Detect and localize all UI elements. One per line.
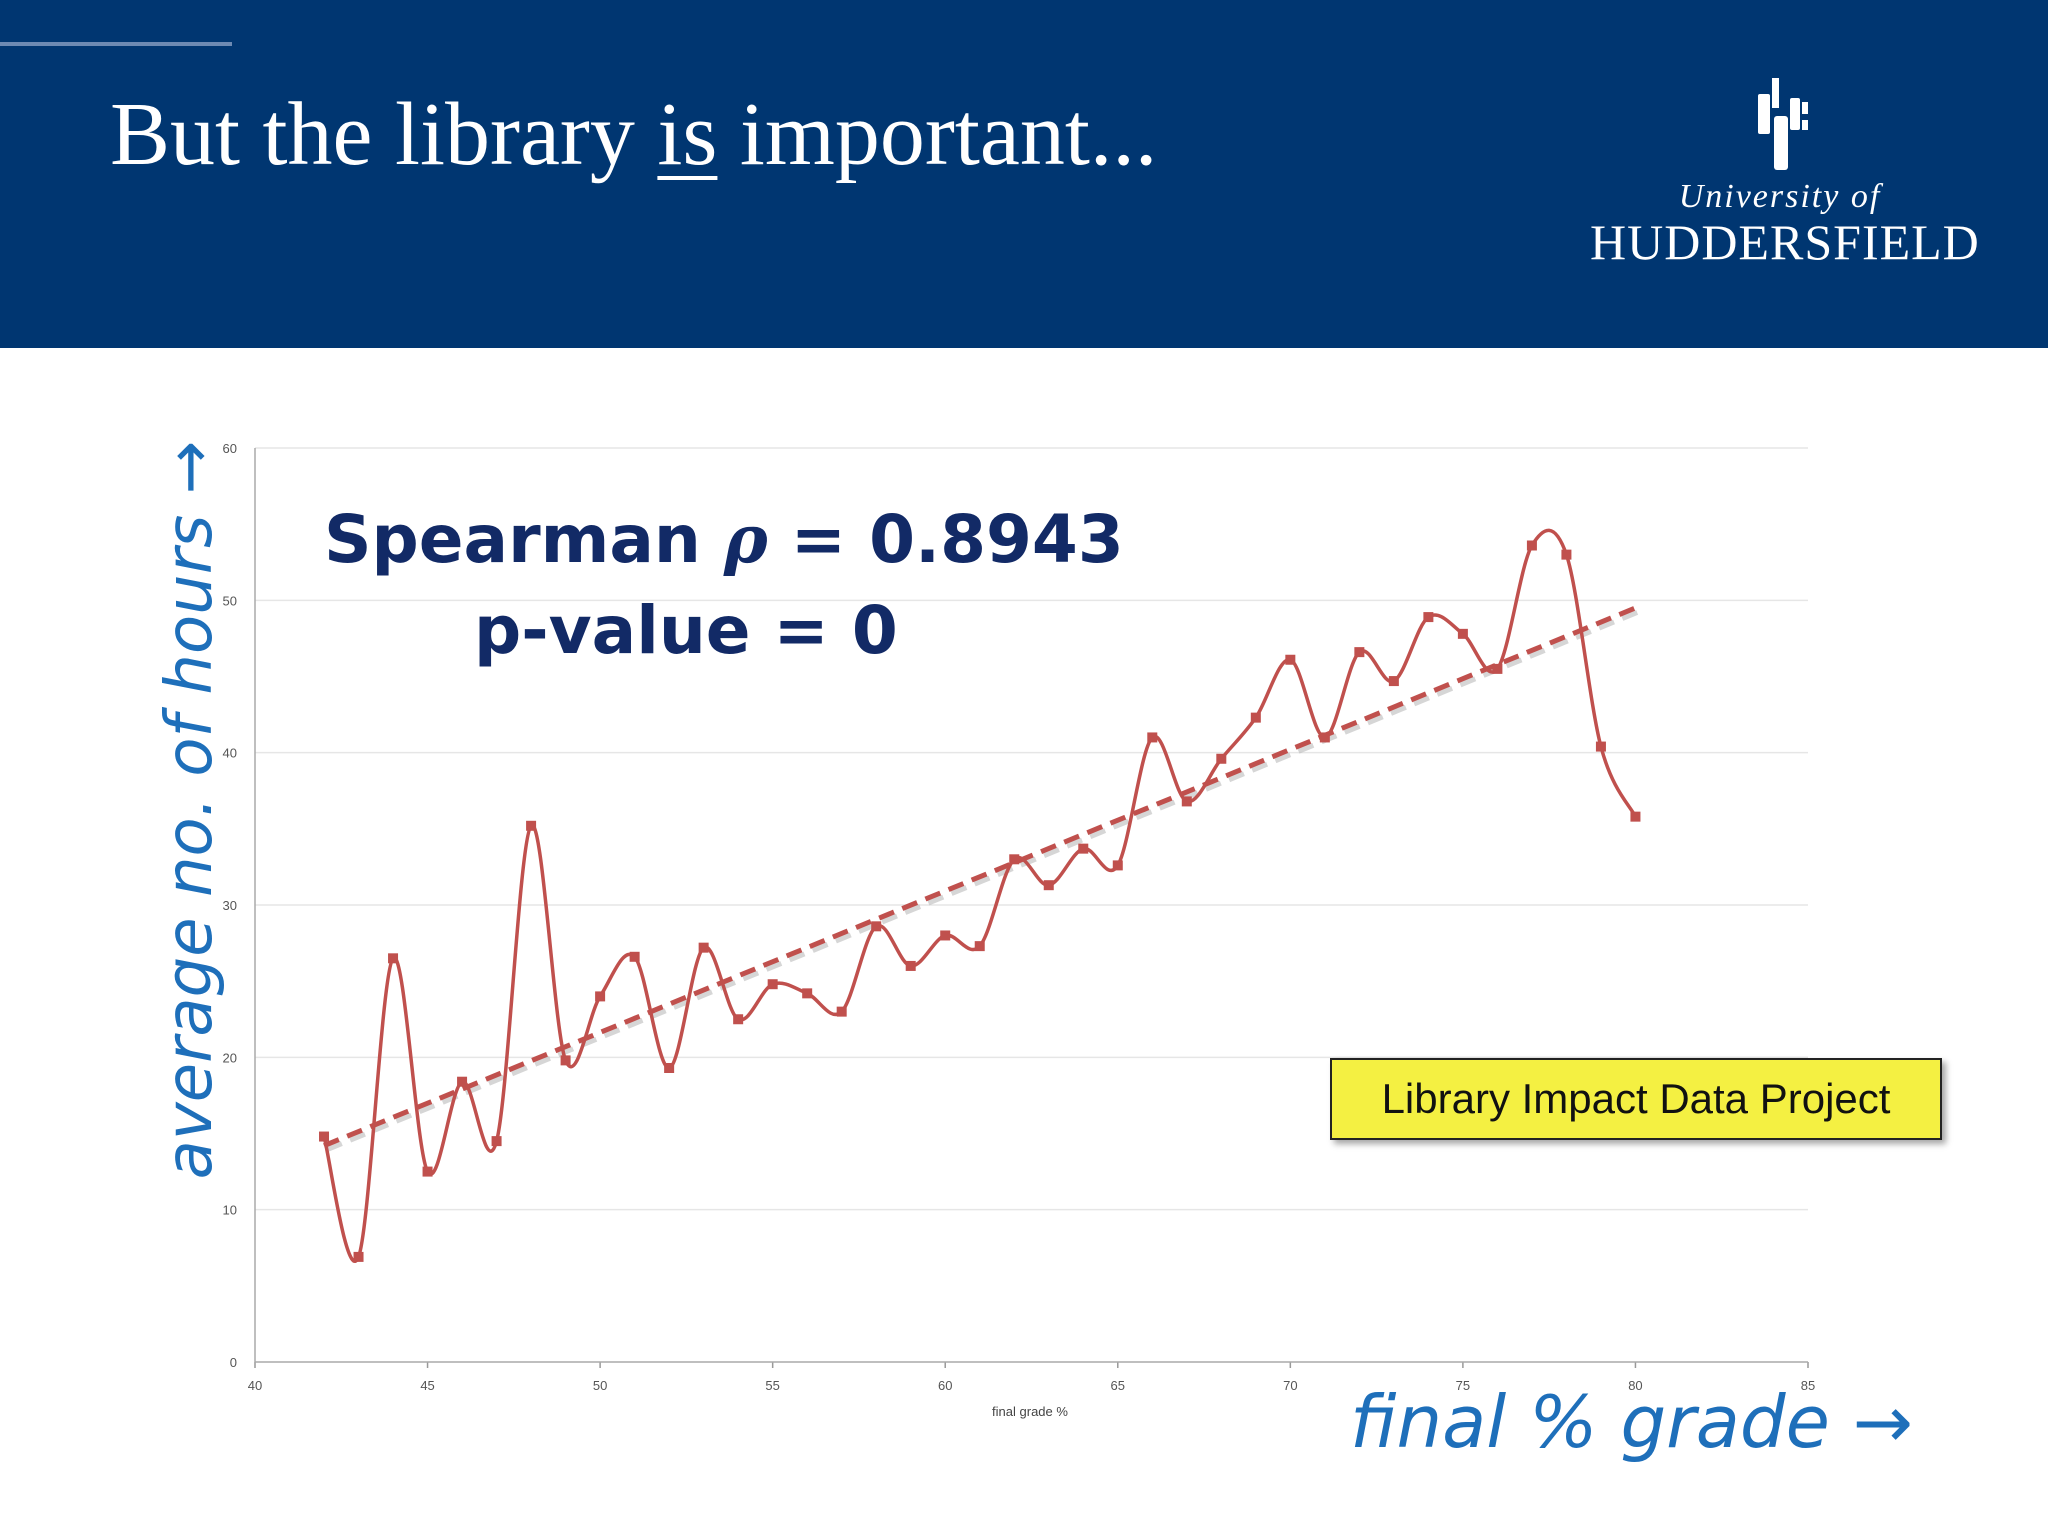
x-tick-label: 50 [593,1378,607,1393]
y-tick-label: 50 [223,593,237,608]
rho-symbol: ρ [723,500,768,578]
data-point [974,941,985,952]
series-layer [319,528,1641,1263]
logo-text-line1: University of [1678,178,1882,215]
y-tick-label: 30 [223,898,237,913]
university-logo: University of HUDDERSFIELD [1590,76,1980,276]
trendline [323,605,1637,1148]
data-point [1561,549,1572,560]
y-tick-label: 20 [223,1050,237,1065]
data-point [1423,612,1434,623]
x-tick-label: 85 [1801,1378,1815,1393]
y-tick-label: 40 [223,746,237,761]
header-rule [0,42,232,46]
y-tick-label: 60 [223,441,237,456]
data-point [1043,880,1054,891]
data-point [1285,654,1296,665]
trendline-shadow [326,609,1640,1152]
spearman-prefix: Spearman [324,501,724,578]
p-value-stat: p-value = 0 [474,592,898,669]
axes-layer: 0 10 20 30 40 50 60 40 45 50 55 60 65 70 75 80 85 [223,441,1816,1393]
data-point [802,988,813,999]
x-axis-caption: final % grade → [1350,1380,1914,1464]
data-point [1526,540,1537,551]
huddersfield-crest-icon [1758,78,1808,170]
data-point [733,1014,744,1025]
project-badge: Library Impact Data Project [1330,1058,1942,1140]
x-tick-label: 75 [1456,1378,1470,1393]
data-point [1354,647,1365,658]
data-point [1388,676,1399,687]
logo-text-line2: HUDDERSFIELD [1590,214,1980,270]
data-point [905,960,916,971]
y-tick-label: 10 [223,1203,237,1218]
x-tick-label: 80 [1628,1378,1642,1393]
data-point [1492,663,1503,674]
data-point [1009,854,1020,865]
spearman-stat: Spearman ρ = 0.8943 [324,500,1124,578]
data-point [629,951,640,962]
trendline-layer [323,605,1640,1152]
slide-title: But the library is important... [110,70,1157,200]
data-point [1250,712,1261,723]
data-point [698,942,709,953]
data-point [1630,811,1641,822]
data-point [1457,628,1468,639]
data-point [595,991,606,1002]
data-point [457,1076,468,1087]
data-point [1112,860,1123,871]
x-tick-label: 45 [420,1378,434,1393]
y-tick-label: 0 [230,1355,237,1370]
data-point [940,930,951,941]
data-point [491,1136,502,1147]
title-emphasis: is [657,85,718,184]
x-tick-label: 60 [938,1378,952,1393]
spearman-value: = 0.8943 [767,501,1124,578]
x-tick-label: 70 [1283,1378,1297,1393]
data-point [422,1166,433,1177]
x-tick-label: 65 [1111,1378,1125,1393]
slide-header: But the library is important... Universi… [0,0,2048,348]
data-point [1319,732,1330,743]
data-point [353,1251,364,1262]
data-point [767,979,778,990]
data-point [526,820,537,831]
data-point [1147,732,1158,743]
grid-layer [255,447,1808,1211]
data-point [1078,843,1089,854]
title-post: important... [717,85,1158,184]
title-pre: But the library [110,85,658,184]
chart-x-axis-label: final grade % [992,1404,1068,1419]
data-point [664,1062,675,1073]
data-point [388,953,399,964]
data-point [836,1006,847,1017]
data-point [1181,796,1192,807]
data-point [871,921,882,932]
data-point [1595,741,1606,752]
x-tick-label: 55 [765,1378,779,1393]
data-point [319,1131,330,1142]
x-tick-label: 40 [248,1378,262,1393]
data-point [560,1055,571,1066]
data-point [1216,753,1227,764]
